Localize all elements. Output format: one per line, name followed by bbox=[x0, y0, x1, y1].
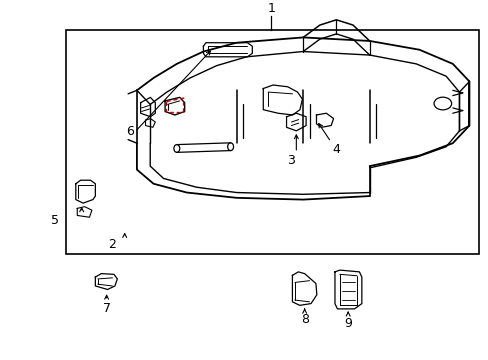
Text: 5: 5 bbox=[51, 214, 59, 227]
Text: 4: 4 bbox=[331, 143, 339, 156]
Text: 8: 8 bbox=[300, 314, 308, 327]
Text: 1: 1 bbox=[267, 1, 275, 14]
Text: 2: 2 bbox=[108, 238, 116, 251]
Bar bbox=[66, 30, 478, 254]
Text: 3: 3 bbox=[287, 154, 295, 167]
Text: 7: 7 bbox=[102, 302, 110, 315]
Text: 6: 6 bbox=[126, 125, 134, 138]
Text: 9: 9 bbox=[344, 317, 351, 330]
